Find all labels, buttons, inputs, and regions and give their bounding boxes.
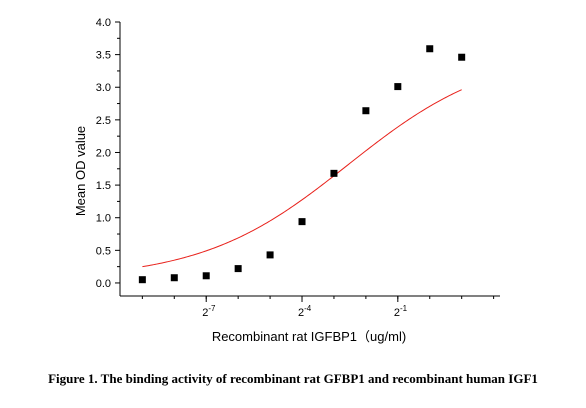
y-tick-label: 2.0 — [96, 147, 111, 159]
y-axis-title: Mean OD value — [73, 126, 88, 216]
fit-curve — [142, 89, 462, 268]
x-tick-label: 2-4 — [298, 304, 312, 319]
x-tick-label: 2-7 — [202, 304, 216, 319]
ticks: 0.0 0.5 1.0 1.5 2.0 2.5 3.0 3.5 4.0 2-7 2-4 2-1 — [96, 17, 495, 319]
y-tick-label: 4.0 — [96, 17, 111, 29]
data-point — [362, 107, 370, 115]
x-tick-label: 2-1 — [394, 304, 408, 319]
y-tick-label: 1.5 — [96, 180, 111, 192]
data-point — [234, 265, 242, 273]
y-tick-label: 2.5 — [96, 115, 111, 127]
x-axis-title: Recombinant rat IGFBP1（ug/ml) — [212, 329, 406, 344]
y-tick-label: 3.5 — [96, 50, 111, 62]
data-point — [298, 218, 306, 226]
y-tick-label: 3.0 — [96, 82, 111, 94]
data-points — [138, 45, 466, 284]
y-tick-label: 0.0 — [96, 278, 111, 290]
data-point — [138, 276, 146, 284]
axes — [119, 22, 500, 297]
fit-curve-layer — [142, 89, 462, 268]
data-point — [266, 251, 274, 259]
data-point — [170, 274, 178, 282]
y-tick-label: 0.5 — [96, 245, 111, 257]
data-point — [394, 83, 402, 91]
data-point — [330, 169, 338, 177]
data-point — [202, 272, 210, 280]
y-tick-label: 1.0 — [96, 213, 111, 225]
figure-caption: Figure 1. The binding activity of recomb… — [48, 371, 538, 386]
data-point — [458, 53, 466, 61]
data-point — [426, 45, 434, 53]
